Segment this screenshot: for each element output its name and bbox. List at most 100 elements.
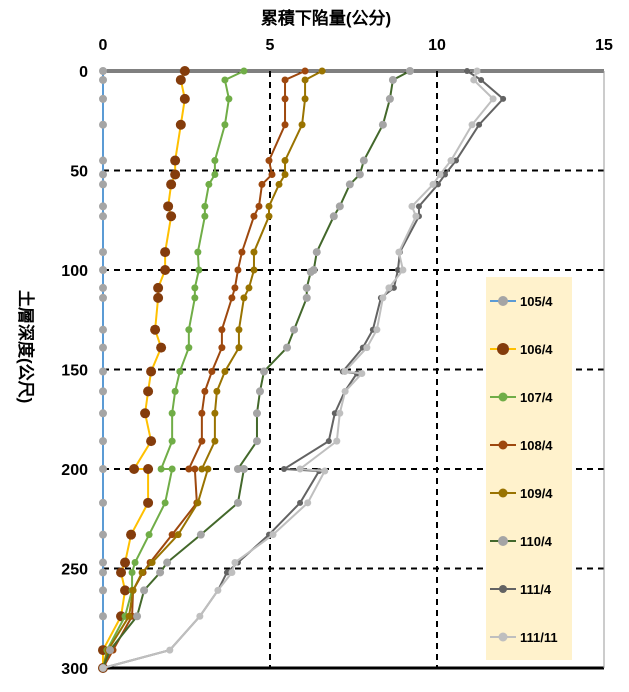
data-point bbox=[175, 119, 186, 130]
data-point bbox=[265, 157, 273, 165]
data-point bbox=[99, 437, 107, 446]
y-tick-label: 150 bbox=[61, 363, 88, 380]
data-point bbox=[214, 586, 222, 594]
data-point bbox=[412, 212, 420, 220]
legend-swatch-marker bbox=[498, 632, 508, 642]
data-point bbox=[252, 437, 261, 446]
series-106-4 bbox=[98, 66, 190, 673]
data-point bbox=[394, 267, 401, 273]
data-point bbox=[218, 344, 226, 352]
data-point bbox=[99, 664, 107, 672]
data-point bbox=[281, 121, 289, 129]
data-point bbox=[355, 170, 364, 179]
data-point bbox=[99, 180, 107, 189]
data-point bbox=[171, 387, 179, 395]
data-point bbox=[191, 284, 199, 292]
data-point bbox=[168, 437, 176, 445]
x-tick-label: 0 bbox=[99, 37, 108, 54]
data-point bbox=[99, 67, 107, 75]
data-point bbox=[99, 248, 107, 257]
data-point bbox=[250, 212, 258, 220]
data-point bbox=[341, 367, 349, 375]
data-point bbox=[156, 568, 165, 577]
legend-swatch-marker bbox=[497, 343, 509, 355]
data-point bbox=[255, 387, 264, 396]
data-point bbox=[296, 465, 304, 473]
data-point bbox=[435, 181, 442, 188]
legend-item: 111/4 bbox=[490, 582, 552, 597]
data-point bbox=[99, 283, 107, 292]
data-point bbox=[99, 409, 107, 418]
data-point bbox=[228, 568, 236, 576]
data-point bbox=[235, 344, 243, 352]
data-point bbox=[211, 437, 219, 445]
data-point bbox=[283, 343, 292, 352]
data-point bbox=[415, 203, 422, 210]
data-point bbox=[185, 344, 193, 352]
data-point bbox=[174, 531, 182, 539]
data-point bbox=[321, 467, 329, 475]
data-point bbox=[168, 465, 176, 473]
data-point bbox=[255, 202, 263, 210]
data-point bbox=[166, 646, 174, 654]
data-point bbox=[500, 95, 507, 102]
data-point bbox=[385, 94, 394, 103]
data-point bbox=[250, 266, 258, 274]
data-point bbox=[126, 529, 137, 540]
legend-label: 106/4 bbox=[520, 342, 553, 357]
legend-swatch-marker bbox=[498, 440, 508, 450]
data-point bbox=[213, 387, 221, 395]
data-point bbox=[179, 93, 190, 104]
data-point bbox=[259, 367, 268, 376]
data-point bbox=[148, 559, 156, 567]
data-point bbox=[166, 179, 177, 190]
data-point bbox=[363, 344, 371, 352]
legend-label: 107/4 bbox=[520, 390, 553, 405]
data-point bbox=[176, 367, 184, 375]
data-point bbox=[269, 531, 277, 539]
data-point bbox=[385, 284, 393, 292]
data-point bbox=[388, 75, 397, 84]
data-point bbox=[325, 438, 332, 445]
data-point bbox=[306, 267, 315, 276]
chart-title: 累積下陷量(公分) bbox=[261, 8, 391, 28]
data-point bbox=[478, 76, 485, 83]
data-point bbox=[161, 499, 169, 507]
data-point bbox=[297, 499, 304, 506]
data-point bbox=[476, 121, 483, 128]
data-point bbox=[175, 74, 186, 85]
data-point bbox=[301, 76, 309, 84]
data-point bbox=[373, 326, 381, 334]
data-point bbox=[318, 67, 326, 75]
data-point bbox=[238, 248, 246, 256]
data-point bbox=[125, 612, 133, 620]
data-point bbox=[333, 437, 341, 445]
data-point bbox=[265, 202, 273, 210]
data-point bbox=[198, 465, 206, 473]
y-tick-label: 100 bbox=[61, 263, 88, 280]
legend-swatch-marker bbox=[498, 296, 508, 306]
data-point bbox=[201, 212, 209, 220]
data-point bbox=[281, 466, 288, 472]
data-point bbox=[153, 282, 164, 293]
data-point bbox=[265, 212, 273, 220]
data-point bbox=[358, 369, 366, 377]
data-point bbox=[99, 568, 107, 577]
data-point bbox=[99, 170, 107, 179]
x-tick-label: 15 bbox=[595, 37, 613, 54]
data-point bbox=[275, 180, 283, 188]
data-point bbox=[405, 67, 414, 75]
legend-swatch-marker bbox=[498, 536, 508, 546]
legend-swatch-marker bbox=[498, 392, 508, 402]
legend-item: 106/4 bbox=[490, 342, 553, 357]
data-point bbox=[331, 410, 338, 417]
legend-item: 111/11 bbox=[490, 630, 558, 645]
series-109-4 bbox=[99, 67, 326, 672]
data-point bbox=[156, 342, 167, 353]
data-point bbox=[120, 585, 131, 596]
data-point bbox=[168, 531, 176, 539]
data-point bbox=[205, 180, 213, 188]
data-point bbox=[99, 293, 107, 302]
data-point bbox=[231, 559, 239, 567]
